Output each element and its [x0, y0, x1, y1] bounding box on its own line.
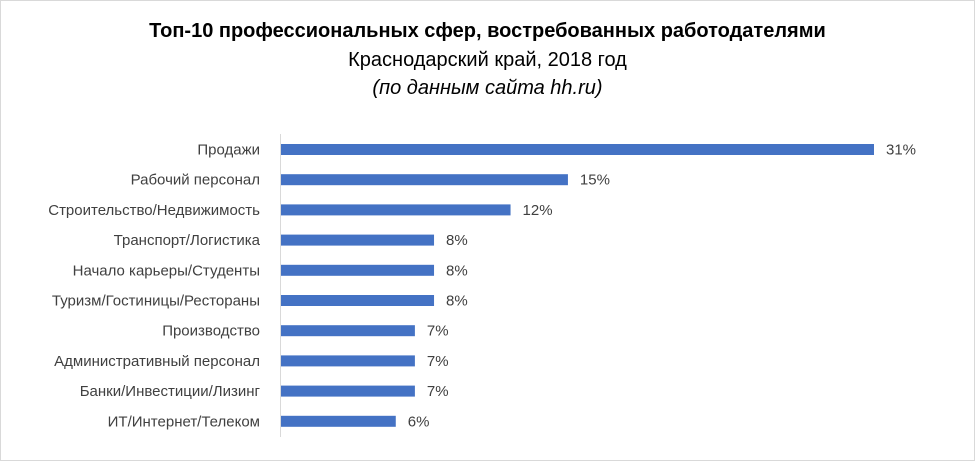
category-label: Производство	[162, 323, 260, 340]
bar	[281, 385, 415, 397]
data-label: 8%	[446, 232, 468, 249]
chart-source-note: (по данным сайта hh.ru)	[372, 77, 603, 99]
data-label: 7%	[427, 323, 449, 340]
data-label: 6%	[408, 413, 430, 430]
bar	[281, 144, 874, 155]
category-label: Административный персонал	[54, 353, 260, 370]
category-label: Продажи	[197, 142, 260, 159]
bar	[281, 325, 415, 337]
bar	[281, 204, 511, 216]
data-label: 7%	[427, 353, 449, 370]
data-label: 12%	[523, 202, 553, 219]
data-label: 31%	[886, 142, 916, 159]
bar	[281, 264, 435, 276]
category-label: Строительство/Недвижимость	[48, 202, 260, 219]
data-label: 8%	[446, 262, 468, 279]
category-label: Туризм/Гостиницы/Рестораны	[52, 293, 260, 310]
category-label: Начало карьеры/Студенты	[73, 262, 260, 279]
bar	[281, 295, 435, 306]
data-label: 15%	[580, 172, 610, 189]
category-label: ИТ/Интернет/Телеком	[108, 413, 260, 430]
category-label: Банки/Инвестиции/Лизинг	[80, 383, 261, 400]
category-label: Транспорт/Логистика	[114, 232, 261, 249]
data-label: 8%	[446, 293, 468, 310]
chart-title-block: Топ-10 профессиональных сфер, востребова…	[0, 16, 975, 102]
bar	[281, 415, 396, 427]
chart-subtitle: Краснодарский край, 2018 год	[348, 49, 627, 71]
chart-title: Топ-10 профессиональных сфер, востребова…	[149, 20, 826, 42]
category-label: Рабочий персонал	[131, 172, 260, 189]
data-label: 7%	[427, 383, 449, 400]
bar	[281, 234, 435, 246]
bar	[281, 355, 415, 367]
bar	[281, 174, 568, 186]
